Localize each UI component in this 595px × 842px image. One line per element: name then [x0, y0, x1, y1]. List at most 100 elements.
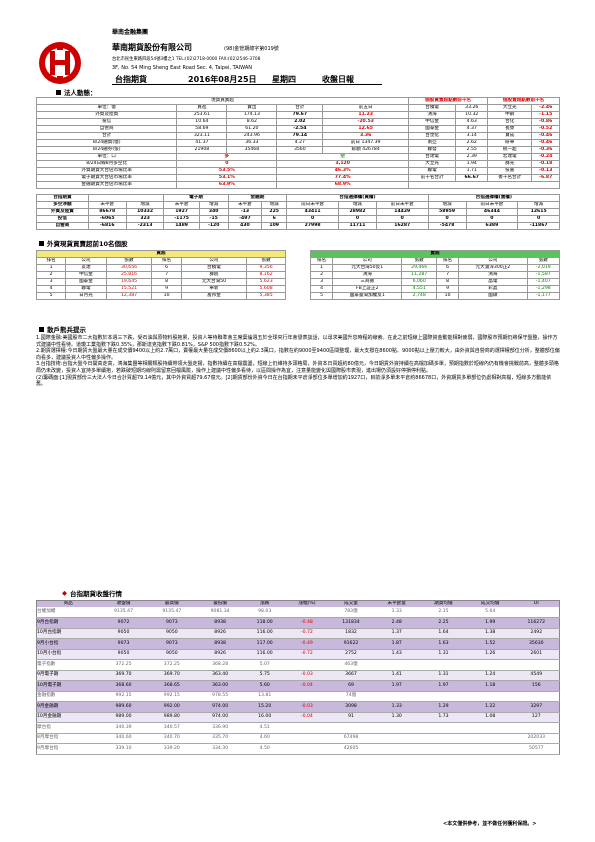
- table-cell: [513, 659, 560, 671]
- table-cell: 989.60: [99, 701, 148, 713]
- news-paragraph: (2)籌碼面:[1]現貨部份三大法人今日合計買超79.14億元，其中外資買超79…: [36, 374, 552, 388]
- table-cell: 13.81: [244, 691, 286, 702]
- table-cell: 9月小台指: [36, 638, 100, 650]
- table-cell: 974.00: [195, 712, 245, 723]
- table-cell: 1.30: [373, 712, 421, 723]
- table-cell: [285, 743, 329, 755]
- news-paragraph: 1.國際金融:美國股市二大指數於本週三下跌，受石油與原物料股拖累，投資人等待聯準…: [36, 335, 558, 348]
- table-cell: 783億: [328, 607, 374, 618]
- table-cell: 1.43: [373, 649, 421, 660]
- table-cell: [513, 691, 560, 702]
- table-cell: 992.15: [99, 691, 148, 702]
- table-cell: [466, 722, 514, 734]
- table-cell: 369.70: [99, 670, 148, 681]
- table-cell: 2.25: [420, 617, 467, 629]
- table-row: 9月電子期 369.70 369.70 363.40 5.75 -0.03 3667 1.41…: [36, 670, 560, 681]
- sell-label: 賣超: [310, 250, 560, 258]
- table-cell: 5.07: [244, 659, 286, 671]
- table-cell: 1.38: [466, 628, 514, 639]
- table-cell: 363.40: [195, 670, 245, 681]
- table-cell: [285, 691, 329, 702]
- table-cell: 336.90: [195, 722, 245, 734]
- foreign-sell-table: 賣超 排名 公司 張數 排名 公司 張數 1 元大台灣50反1 29,466 6 元大滬深300正…: [309, 250, 561, 300]
- table-cell: -0.72: [285, 649, 329, 660]
- table-cell: 4.51: [244, 722, 286, 734]
- table-cell: [373, 743, 421, 755]
- table-cell: 116.00: [244, 649, 286, 660]
- table-cell: 116.00: [244, 628, 286, 639]
- table-cell: 9月電子期: [36, 670, 100, 681]
- table-row: 5 國泰臺灣加權反1 2,748 10 國碩 -1,177: [309, 292, 561, 300]
- table-cell: 4.50: [244, 743, 286, 755]
- table-row: 9月摩台指 339.10 339.20 334.30 4.50 42605 50577: [36, 743, 560, 755]
- table-cell: 電子指數: [36, 659, 100, 671]
- table-cell: 340.60: [99, 733, 148, 744]
- company-name: 華南期貨股份有限公司: [112, 43, 192, 52]
- table-cell: 4549: [513, 670, 560, 681]
- news-paragraph: 2.期貨選擇權:今日期貨大盤最大量在成交價9400以上約2.7萬口，賣權最大量在…: [36, 348, 560, 361]
- table-cell: [420, 659, 467, 671]
- table-cell: [466, 691, 514, 702]
- report-type: 收盤日報: [322, 75, 354, 84]
- table-cell: 368.28: [195, 659, 245, 671]
- table-cell: -0.48: [285, 617, 329, 629]
- table-cell: 9081.34: [195, 607, 245, 618]
- table-row: 1 元大台灣50反1 29,466 6 元大滬深300正2 -2,019: [309, 264, 561, 272]
- table-cell: 10月電子期: [36, 680, 100, 692]
- table-cell: 金融指數: [36, 691, 100, 702]
- table-cell: 1.24: [466, 670, 514, 681]
- table-cell: 98.03: [244, 607, 286, 618]
- table-cell: [466, 659, 514, 671]
- table-cell: 3297: [513, 701, 560, 713]
- quotes-title: ◆ 台指期貨收盤行情: [62, 589, 122, 598]
- table-cell: 9073: [147, 617, 196, 629]
- table-cell: 974.00: [195, 701, 245, 713]
- table-cell: 131834: [328, 617, 374, 629]
- table-row: 8/24融券(張) 21908 35468 3560 餘額 426784 聯發 2.55 …: [35, 146, 560, 154]
- table-cell: 335.70: [195, 733, 245, 744]
- news-body: 1.國際金融:美國股市二大指數於本週三下跌，受石油與原物料股拖累，投資人等待聯準…: [36, 335, 560, 388]
- address-en: 3F, No. 54 Ming Sheng East Road Sec. 4, …: [112, 65, 253, 71]
- report-product: 台指期貨: [115, 75, 147, 84]
- table-cell: 9月台指期: [36, 617, 100, 629]
- disclaimer: <本文僅供參考，並不做任何獲利保證。>: [443, 821, 537, 827]
- table-row: 自營商 58.69 61.20 -2.54 12.65 國泰金 4.37 長榮 -0.52: [35, 125, 560, 133]
- table-cell: 1.33: [373, 701, 421, 713]
- table-row: 9月台指期 9072 9073 8938 118.00 -0.48 131834 2.48 2.…: [36, 617, 560, 629]
- table-cell: 1.31: [420, 649, 467, 660]
- table-cell: [420, 722, 467, 734]
- table-cell: [373, 733, 421, 744]
- table-cell: 992.15: [147, 691, 196, 702]
- table-row: 8/24融資(億) 41.37 36.33 4.27 前日 1347.39 南亞 2.62…: [35, 139, 560, 147]
- table-cell: 5.64: [466, 607, 514, 618]
- diamond-icon: ◆: [62, 589, 67, 597]
- table-cell: 1.33: [373, 607, 421, 618]
- table-cell: 4.60: [244, 733, 286, 744]
- table-cell: 339.10: [99, 743, 148, 755]
- table-cell: 91: [328, 712, 374, 723]
- table-cell: -0.49: [285, 638, 329, 650]
- table-cell: [285, 607, 329, 618]
- table-cell: 369.70: [147, 670, 196, 681]
- table-row: 合計 323.11 243.96 79.14 3.36 台塑化 3.14 寶成 -0.46: [35, 132, 560, 140]
- table-cell: 1.63: [420, 638, 467, 650]
- table-cell: -0.03: [285, 670, 329, 681]
- table-row: 8月摩台指 340.60 340.70 335.70 4.60 67498 202033: [36, 733, 560, 744]
- table-cell: 340.39: [99, 722, 148, 734]
- table-cell: -0.03: [285, 701, 329, 713]
- table-cell: -0.04: [285, 680, 329, 692]
- table-row: 摩台指 340.39 340.57 336.90 4.51: [36, 722, 560, 734]
- table-cell: 989.80: [147, 712, 196, 723]
- table-row: 5 日月光 12,387 10 富邦金 5,385: [35, 292, 286, 300]
- table-cell: 9050: [99, 649, 148, 660]
- table-row: 3 三商壽 6,060 8 晶電 -1,407: [309, 278, 561, 286]
- table-cell: 1.18: [466, 680, 514, 692]
- header-divider: [112, 84, 382, 85]
- table-cell: 340.70: [147, 733, 196, 744]
- table-cell: [466, 733, 514, 744]
- report-date: 2016年08月25日: [188, 75, 257, 84]
- table-cell: 1.22: [466, 701, 514, 713]
- institutional-table: 現貨買賣超 個股買賣超點數前十名 個股賣超點數前十名 單位：億 買進 賣出 合計…: [35, 97, 560, 189]
- table-cell: 118.00: [244, 617, 286, 629]
- table-row: 10月台指期 9050 9050 8926 116.00 -0.72 1832 1.37 1.6…: [36, 628, 560, 639]
